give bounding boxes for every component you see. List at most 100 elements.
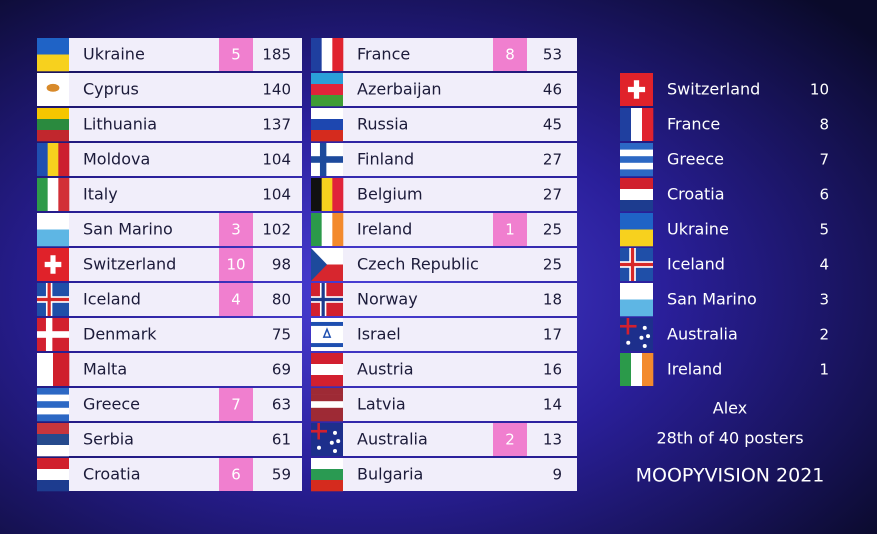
flag-part [311,429,327,433]
flag-part [37,229,69,247]
flag-part [627,86,646,93]
flag-part [37,469,69,481]
flag-part [631,353,643,386]
flag-part [37,178,48,211]
row-background [311,73,577,106]
row-background [311,38,577,71]
country-name: Switzerland [83,255,176,274]
flag [620,283,653,317]
flag-part [332,38,344,71]
country-name: Greece [83,395,140,414]
row-background [37,108,302,141]
flag-part [37,119,69,131]
flag [311,423,343,456]
flag-part [37,130,69,142]
country-name: Croatia [83,465,141,484]
country-name: Russia [357,115,408,134]
country-name: Norway [357,290,418,309]
flag [620,248,653,281]
total-points: 102 [262,221,291,239]
total-points: 140 [262,81,291,99]
country-name: Bulgaria [357,465,423,484]
total-points: 45 [543,116,562,134]
row-background [311,248,577,281]
flag-part [37,423,69,435]
total-points: 13 [543,431,562,449]
total-points: 59 [272,466,291,484]
flag-part [646,334,651,339]
flag [37,108,69,142]
award-box [219,248,253,281]
flag-part [311,119,343,131]
award-box [493,213,527,246]
flag [37,353,70,386]
flag-part [620,324,637,328]
flag [620,108,654,141]
total-points: 185 [262,46,291,64]
flag-part [44,261,62,268]
flag-part [37,394,69,402]
country-name: Ireland [357,220,412,239]
awarded-points: 4 [231,291,241,309]
flag-part [37,407,69,415]
flag [37,248,69,281]
flag [620,73,653,106]
country-name: Cyprus [83,80,139,99]
total-points: 46 [543,81,562,99]
flag-part [311,84,343,96]
flag-part [311,156,343,163]
flag-part [37,401,69,409]
flag-part [311,469,343,481]
flag-part [311,458,343,470]
flag-part [37,445,69,457]
row-background [37,38,302,71]
flag [311,318,343,351]
flag-part [311,213,322,246]
country-name: San Marino [83,220,173,239]
flag-part [321,178,333,211]
flag-part [58,143,70,176]
flag-part [37,297,69,302]
flag [37,213,69,247]
jury-country: San Marino [667,290,757,309]
flag-part [620,189,653,201]
flag-part [311,401,343,409]
total-points: 63 [272,396,291,414]
flag-part [620,299,653,317]
jury-points: 6 [819,186,829,204]
flag-part [37,108,69,120]
flag-part [37,353,54,386]
flag-part [336,439,341,444]
flag-part [620,149,653,157]
flag-part [37,458,69,470]
flag-part [311,178,322,211]
flag-part [311,73,343,85]
jury-country: Australia [667,325,738,344]
flag [311,178,344,211]
flag-part [322,327,332,338]
jury-points: 7 [819,151,829,169]
country-name: Latvia [357,395,406,414]
total-points: 25 [543,221,562,239]
row-background [37,318,302,351]
flag [37,423,69,457]
awarded-points: 3 [231,221,241,239]
total-points: 98 [272,256,291,274]
total-points: 27 [543,151,562,169]
jury-points: 4 [819,256,829,274]
country-name: Lithuania [83,115,157,134]
award-box [493,423,527,456]
flag-part [631,108,643,141]
show-title: MOOPYVISION 2021 [636,465,825,487]
row-background [311,388,577,421]
flag-part [333,449,337,454]
country-name: Czech Republic [357,255,479,274]
jury-points: 10 [810,81,829,99]
row-background [37,73,302,106]
flag-part [311,95,343,107]
award-box [219,38,253,71]
flag-part [642,108,654,141]
country-name: Moldova [83,150,150,169]
flag-part [642,325,647,330]
country-name: Belgium [357,185,423,204]
